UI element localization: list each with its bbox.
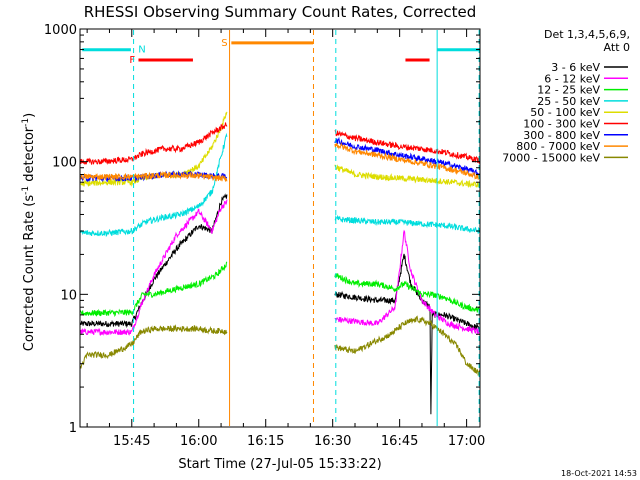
y-axis-label-end: ) bbox=[22, 113, 37, 118]
x-tick-label-5: 17:00 bbox=[448, 434, 485, 449]
series-line-2 bbox=[79, 261, 481, 317]
generation-timestamp: 18-Oct-2021 14:53 bbox=[561, 469, 637, 478]
legend-label-6: 300 - 800 keV bbox=[523, 129, 600, 142]
legend-label-7: 800 - 7000 keV bbox=[516, 140, 600, 153]
y-axis-label-sup2: -1 bbox=[21, 118, 31, 127]
y-tick-label-3: 1000 bbox=[44, 23, 77, 38]
x-axis-label: Start Time (27-Jul-05 15:33:22) bbox=[178, 457, 381, 472]
y-tick-label-0: 1 bbox=[69, 421, 77, 436]
y-tick-label-1: 10 bbox=[60, 288, 77, 303]
flag-S-label: S bbox=[221, 38, 227, 49]
flag-N-label: N bbox=[138, 45, 145, 56]
series-line-3 bbox=[80, 132, 481, 238]
legend-label-3: 25 - 50 keV bbox=[537, 95, 600, 108]
legend-label-0: 3 - 6 keV bbox=[551, 61, 600, 74]
legend-label-1: 6 - 12 keV bbox=[544, 72, 600, 85]
series-line-1 bbox=[79, 199, 481, 336]
y-axis-label-main: Corrected Count Rate (s bbox=[22, 195, 37, 352]
x-tick-label-2: 16:15 bbox=[247, 434, 284, 449]
flag-F-label: F bbox=[129, 55, 135, 66]
legend-label-2: 12 - 25 keV bbox=[537, 84, 600, 97]
vertical-markers bbox=[133, 30, 480, 426]
chart-title: RHESSI Observing Summary Count Rates, Co… bbox=[84, 3, 477, 21]
series-line-7 bbox=[79, 141, 481, 182]
y-axis-label: Corrected Count Rate (s-1 detector-1) bbox=[21, 113, 37, 351]
y-axis-label-mid: detector bbox=[22, 126, 37, 186]
legend-label-4: 50 - 100 keV bbox=[530, 106, 600, 119]
legend-header-line-1: Det 1,3,4,5,6,9, bbox=[544, 28, 630, 41]
plot-frame bbox=[79, 28, 481, 428]
series-line-5 bbox=[79, 122, 481, 165]
flag-markers: NF S bbox=[82, 38, 480, 66]
x-tick-label-0: 15:45 bbox=[113, 434, 150, 449]
legend-header-line-2: Att 0 bbox=[604, 41, 630, 54]
y-axis-label-sup1: -1 bbox=[21, 186, 31, 195]
axis-ticks: 15:45 16:00 16:15 16:30 16:45 17:00 1 10 100 1000 bbox=[44, 23, 485, 449]
series-layer bbox=[79, 111, 481, 415]
x-tick-label-1: 16:00 bbox=[180, 434, 217, 449]
legend-label-5: 100 - 300 keV bbox=[523, 118, 600, 131]
x-tick-label-3: 16:30 bbox=[314, 434, 351, 449]
x-tick-label-4: 16:45 bbox=[381, 434, 418, 449]
y-tick-label-2: 100 bbox=[52, 156, 77, 171]
legend-label-8: 7000 - 15000 keV bbox=[502, 151, 600, 164]
series-line-8 bbox=[79, 315, 481, 376]
